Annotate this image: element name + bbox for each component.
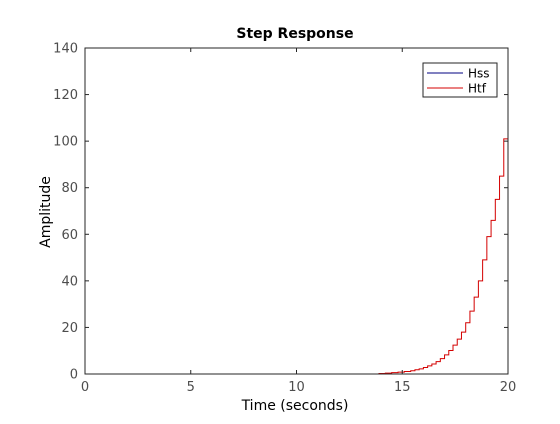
x-axis-label: Time (seconds) [241,398,349,414]
y-tick-label: 60 [61,228,78,243]
y-tick-label: 100 [53,135,78,150]
x-tick-label: 15 [394,380,411,395]
legend-box [422,62,498,98]
y-tick-label: 140 [53,42,78,57]
y-tick-label: 0 [70,368,78,383]
series-line-htf [85,61,509,375]
x-axis-ticks: 0 5 10 15 20 [81,48,516,395]
y-tick-label: 20 [61,321,78,336]
legend-label-hss: Hss [468,67,490,81]
x-tick-label: 10 [288,380,305,395]
y-tick-label: 120 [53,88,78,103]
x-tick-label: 0 [81,380,89,395]
x-tick-label: 20 [500,380,517,395]
y-axis-label: Amplitude [38,176,54,248]
axes-background [85,48,508,374]
chart-title: Step Response [236,26,353,42]
x-tick-label: 5 [187,380,195,395]
legend-label-htf: Htf [468,82,487,96]
y-tick-label: 40 [61,274,78,289]
y-axis-ticks: 0 20 40 60 80 100 120 140 [53,42,508,383]
y-tick-label: 80 [61,181,78,196]
